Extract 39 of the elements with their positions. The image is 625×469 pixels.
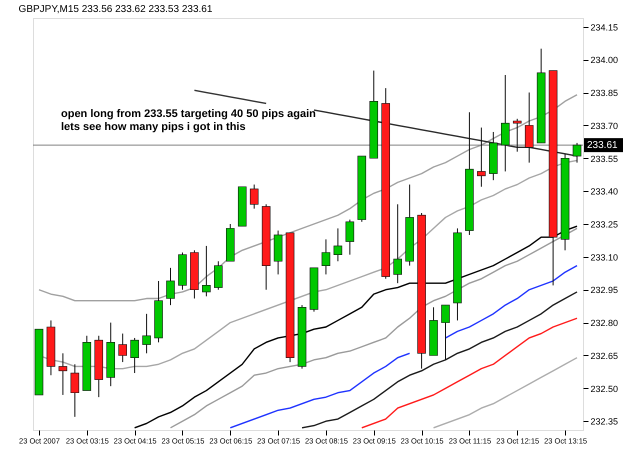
line-series bbox=[361, 318, 578, 429]
candlestick bbox=[70, 364, 80, 418]
y-tick-label: 232.65 bbox=[590, 350, 618, 361]
y-tick-label: 232.35 bbox=[590, 416, 618, 427]
y-tick-label: 233.55 bbox=[590, 154, 618, 164]
candlestick bbox=[118, 333, 127, 363]
candlestick bbox=[441, 304, 450, 360]
candlestick bbox=[500, 74, 510, 172]
y-tick-label: 234.15 bbox=[590, 22, 618, 32]
line-series bbox=[432, 356, 578, 429]
candlestick bbox=[130, 337, 139, 374]
candlestick bbox=[524, 92, 534, 164]
ref-line-label: 233.61 bbox=[587, 140, 618, 152]
candlestick bbox=[346, 219, 354, 256]
y-tick-label: 232.80 bbox=[590, 318, 618, 328]
candlestick bbox=[142, 313, 151, 354]
line-series bbox=[194, 90, 267, 104]
candlestick bbox=[512, 118, 522, 152]
y-tick-label: 233.25 bbox=[590, 220, 618, 230]
candlestick bbox=[334, 228, 342, 262]
y-tick-label: 233.85 bbox=[590, 88, 618, 98]
candlestick bbox=[214, 260, 223, 290]
candlestick bbox=[477, 127, 486, 188]
y-tick-label: 233.70 bbox=[590, 120, 618, 131]
candlestick bbox=[166, 267, 175, 306]
candlestick bbox=[322, 238, 330, 275]
y-tick-label: 233.40 bbox=[590, 186, 618, 197]
y-tick-label: 232.50 bbox=[590, 384, 618, 394]
chart-title: GBPJPY,M15 233.56 233.62 233.53 233.61 bbox=[18, 4, 213, 15]
y-tick-label: 234.00 bbox=[590, 55, 618, 66]
candlestick bbox=[572, 142, 582, 164]
candlestick bbox=[250, 184, 258, 210]
y-tick-label: 233.10 bbox=[590, 252, 618, 262]
candlestick bbox=[58, 352, 68, 396]
y-tick-label: 232.95 bbox=[590, 285, 618, 296]
annotation: open long from 233.55 targeting 40 50 pips again lets see how many pips i got in this bbox=[61, 108, 316, 133]
candlestick bbox=[393, 204, 402, 284]
candlestick bbox=[202, 245, 211, 297]
line-series bbox=[38, 94, 578, 302]
